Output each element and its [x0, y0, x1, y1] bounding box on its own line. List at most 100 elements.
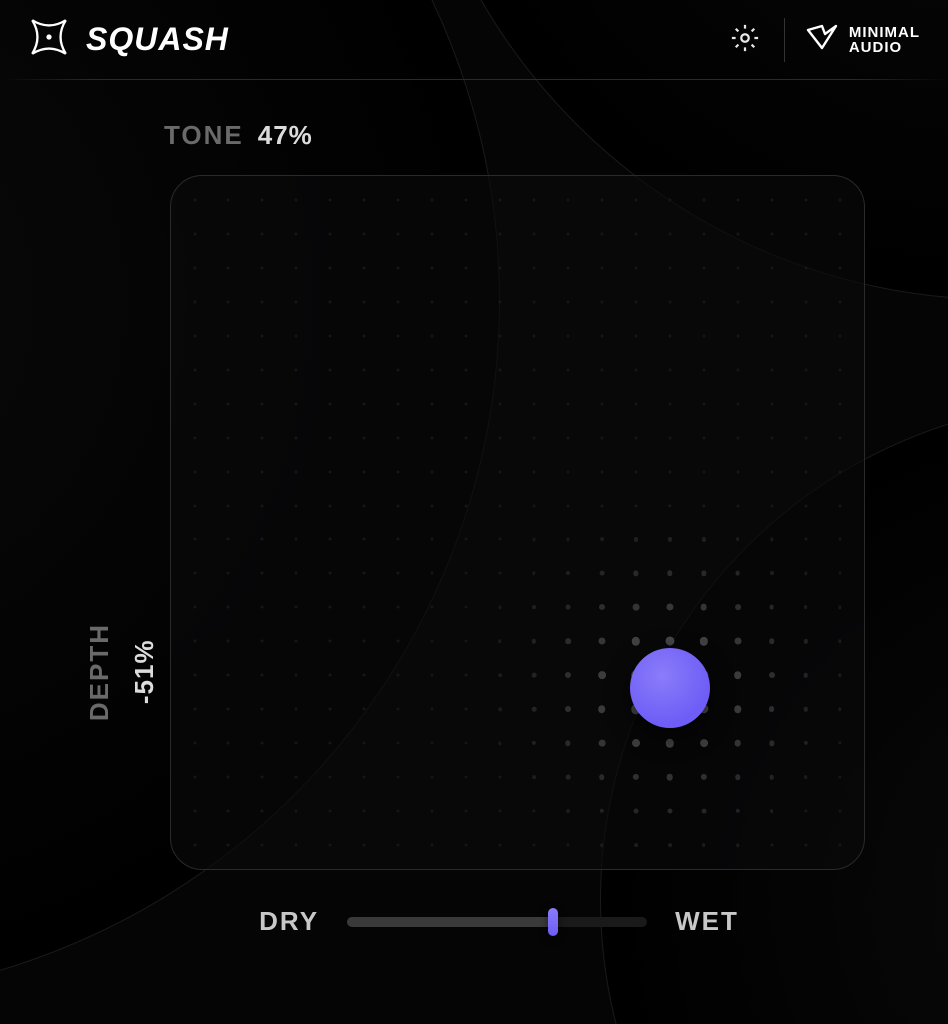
- grid-dot: [701, 774, 707, 780]
- grid-dot: [566, 809, 570, 813]
- grid-dot: [804, 572, 807, 575]
- grid-dot: [227, 436, 230, 439]
- grid-dot: [736, 334, 739, 337]
- grid-dot: [702, 402, 705, 405]
- grid-dot: [702, 470, 705, 473]
- grid-dot: [702, 504, 705, 507]
- grid-dot: [701, 571, 706, 576]
- grid-dot: [838, 673, 842, 677]
- grid-dot: [193, 776, 196, 779]
- grid-dot: [261, 334, 264, 337]
- slider-thumb[interactable]: [548, 908, 558, 936]
- grid-dot: [499, 334, 502, 337]
- grid-dot: [668, 199, 671, 202]
- grid-dot: [634, 300, 637, 303]
- grid-dot: [261, 368, 264, 371]
- grid-dot: [227, 470, 230, 473]
- grid-dot: [838, 640, 841, 643]
- xy-pad[interactable]: [170, 175, 865, 870]
- grid-dot: [261, 266, 264, 269]
- grid-dot: [532, 504, 535, 507]
- grid-dot: [193, 232, 196, 235]
- grid-dot: [599, 774, 605, 780]
- grid-dot: [465, 368, 468, 371]
- grid-dot: [227, 572, 230, 575]
- grid-dot: [769, 740, 774, 745]
- grid-dot: [532, 266, 535, 269]
- xy-pad-handle[interactable]: [630, 648, 710, 728]
- grid-dot: [499, 572, 502, 575]
- grid-dot: [734, 671, 742, 679]
- grid-dot: [701, 809, 706, 814]
- grid-dot: [565, 740, 570, 745]
- gear-icon: [730, 41, 760, 56]
- settings-button[interactable]: [726, 19, 764, 60]
- grid-dot: [397, 742, 400, 745]
- grid-dot: [397, 300, 400, 303]
- grid-dot: [261, 232, 264, 235]
- grid-dot: [804, 300, 807, 303]
- grid-dot: [770, 402, 773, 405]
- grid-dot: [702, 266, 705, 269]
- grid-dot: [363, 674, 366, 677]
- grid-dot: [668, 368, 671, 371]
- grid-dot: [227, 402, 230, 405]
- grid-dot: [431, 334, 434, 337]
- dry-label: DRY: [259, 906, 319, 937]
- grid-dot: [532, 334, 535, 337]
- grid-dot: [634, 470, 637, 473]
- grid-dot: [227, 742, 230, 745]
- grid-dot: [532, 673, 537, 678]
- grid-dot: [532, 741, 536, 745]
- grid-dot: [499, 368, 502, 371]
- grid-dot: [838, 334, 841, 337]
- grid-dot: [565, 672, 571, 678]
- grid-dot: [566, 334, 569, 337]
- grid-dot: [431, 776, 434, 779]
- depth-label-col: DEPTH -51%: [84, 623, 160, 721]
- grid-dot: [295, 742, 298, 745]
- grid-dot: [465, 810, 468, 813]
- grid-dot: [838, 232, 841, 235]
- tone-value: 47%: [258, 120, 313, 151]
- grid-dot: [227, 606, 230, 609]
- grid-dot: [600, 809, 604, 813]
- grid-dot: [465, 436, 468, 439]
- grid-dot: [734, 638, 741, 645]
- grid-dot: [295, 266, 298, 269]
- grid-dot: [261, 606, 264, 609]
- grid-dot: [838, 470, 841, 473]
- grid-dot: [329, 606, 332, 609]
- slider-fill: [347, 917, 553, 927]
- grid-dot: [193, 674, 196, 677]
- grid-dot: [329, 640, 332, 643]
- grid-dot: [532, 572, 535, 575]
- grid-dot: [735, 604, 741, 610]
- grid-dot: [702, 537, 706, 541]
- grid-dot: [736, 470, 739, 473]
- grid-dot: [295, 334, 298, 337]
- grid-dot: [499, 436, 502, 439]
- dry-wet-slider[interactable]: [347, 917, 647, 927]
- grid-dot: [532, 707, 537, 712]
- grid-dot: [599, 571, 604, 576]
- grid-dot: [566, 402, 569, 405]
- grid-dot: [736, 199, 739, 202]
- grid-dot: [295, 199, 298, 202]
- grid-dot: [532, 775, 536, 779]
- grid-dot: [565, 639, 571, 645]
- grid-dot: [193, 402, 196, 405]
- grid-dot: [665, 637, 674, 646]
- grid-dot: [499, 232, 502, 235]
- grid-dot: [465, 538, 468, 541]
- grid-dot: [431, 810, 434, 813]
- grid-dot: [431, 402, 434, 405]
- product-logo-icon: [28, 16, 70, 63]
- grid-dot: [397, 810, 400, 813]
- grid-dot: [735, 571, 740, 576]
- grid-dot: [498, 776, 501, 779]
- grid-dot: [329, 266, 332, 269]
- grid-dot: [363, 640, 366, 643]
- grid-dot: [598, 740, 605, 747]
- grid-dot: [532, 232, 535, 235]
